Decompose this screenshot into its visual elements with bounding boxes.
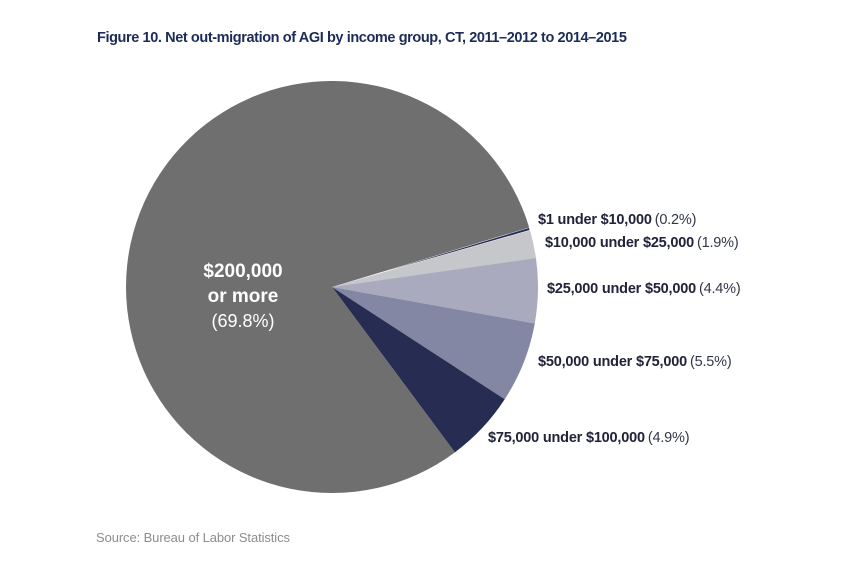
pie-label-pct: (4.4%) [698,281,741,297]
pie-label-text: $1 under $10,000 [538,212,652,228]
pie-label-text: $10,000 under $25,000 [545,235,694,251]
pie-chart-svg [126,81,538,493]
pie-label-25000-under-50000: $25,000 under $50,000 (4.4%) [547,281,741,297]
pie-slice-2 [332,258,538,324]
pie-label-text: $75,000 under $100,000 [488,430,645,446]
pie-inside-label-pct: (69.8%) [211,311,275,331]
pie-label-50000-under-75000: $50,000 under $75,000 (5.5%) [538,354,732,370]
pie-label-200000-or-more: $200,000 or more (69.8%) [163,259,323,333]
pie-slice-3 [332,287,535,400]
pie-chart: $200,000 or more (69.8%) [126,81,538,493]
pie-label-pct: (5.5%) [689,354,732,370]
figure-title: Figure 10. Net out-migration of AGI by i… [97,30,627,46]
pie-slice-1 [332,230,536,287]
pie-inside-label-line1: $200,000 [203,261,283,282]
source-note: Source: Bureau of Labor Statistics [96,530,290,545]
pie-inside-label-line2: or more [207,286,279,307]
pie-slice-5 [126,81,530,493]
pie-label-pct: (4.9%) [647,430,690,446]
pie-label-text: $25,000 under $50,000 [547,281,696,297]
pie-label-75000-under-100000: $75,000 under $100,000 (4.9%) [488,430,690,446]
pie-label-10000-under-25000: $10,000 under $25,000 (1.9%) [545,235,739,251]
pie-slice-0 [331,226,531,288]
pie-label-pct: (1.9%) [696,235,739,251]
pie-label-1-under-10000: $1 under $10,000 (0.2%) [538,212,696,228]
pie-label-pct: (0.2%) [654,212,697,228]
pie-slice-4 [332,287,505,453]
pie-label-text: $50,000 under $75,000 [538,354,687,370]
